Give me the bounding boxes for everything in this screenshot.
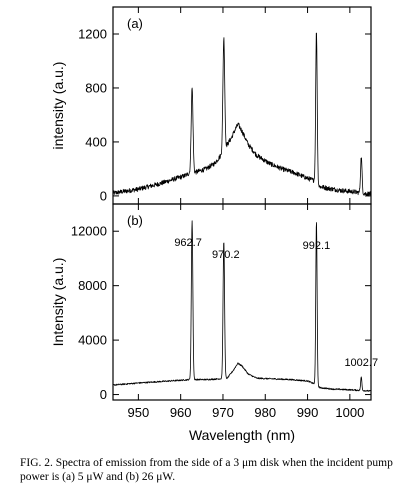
x-tick-label: 980	[254, 405, 276, 420]
peak-label: 970.2	[212, 249, 240, 261]
x-tick-label: 1000	[335, 405, 364, 420]
x-tick-label: 950	[128, 405, 150, 420]
spectrum-trace-a	[112, 32, 372, 197]
peak-label: 962.7	[174, 237, 202, 249]
x-tick-label: 970	[212, 405, 234, 420]
y-tick-label: 4000	[78, 333, 107, 348]
panel-frame-b	[112, 203, 372, 401]
panel-frame-a	[112, 6, 372, 205]
y-tick-label: 12000	[71, 224, 107, 239]
spectra-figure: 0 400 800 1200 (a) intensity (a.u.) 0 4000 8000 1…	[50, 6, 378, 443]
panel-label: (a)	[127, 16, 143, 31]
y-tick-label: 800	[85, 80, 107, 95]
y-tick-label: 8000	[78, 278, 107, 293]
y-tick-label: 400	[85, 134, 107, 149]
y-tick-label: 0	[100, 188, 107, 203]
figure-caption: FIG. 2. Spectra of emission from the sid…	[20, 457, 393, 483]
y-tick-label: 1200	[78, 26, 107, 41]
y-axis-title: Intensity (a.u.)	[50, 258, 66, 347]
x-axis-title: Wavelength (nm)	[189, 427, 295, 443]
y-axis-title: intensity (a.u.)	[50, 62, 66, 150]
panel-label: (b)	[127, 213, 143, 228]
peak-label: 992.1	[303, 240, 331, 252]
peak-label: 1002.7	[344, 357, 378, 369]
x-tick-label: 960	[170, 405, 192, 420]
spectrum-trace-b	[112, 220, 372, 392]
x-tick-label: 990	[297, 405, 319, 420]
y-tick-label: 0	[100, 387, 107, 402]
